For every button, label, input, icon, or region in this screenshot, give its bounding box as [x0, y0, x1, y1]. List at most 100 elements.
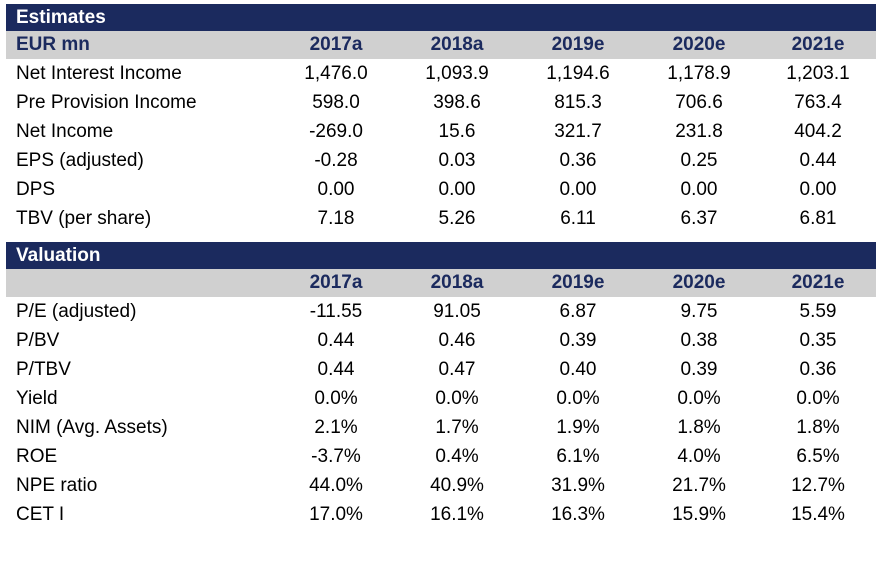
table-cell: 4.0%	[677, 445, 721, 467]
table-cell: 0.00	[680, 178, 718, 200]
section-spacer	[6, 233, 876, 242]
table-cell: 2.1%	[314, 416, 358, 438]
table-row: Yield 0.0% 0.0% 0.0% 0.0% 0.0%	[6, 384, 876, 413]
table-cell: 1,194.6	[546, 62, 610, 84]
table-cell: 0.39	[680, 358, 718, 380]
table-cell: 0.25	[680, 149, 718, 171]
estimates-body: Net Interest Income 1,476.0 1,093.9 1,194.6…	[6, 59, 876, 233]
table-cell: 0.40	[559, 358, 597, 380]
table-row: NIM (Avg. Assets) 2.1% 1.7% 1.9% 1.8% 1.8%	[6, 413, 876, 442]
estimates-year-header: 2018a	[430, 34, 484, 55]
estimates-title: Estimates	[6, 4, 876, 31]
table-cell: 0.00	[438, 178, 476, 200]
table-cell: 404.2	[794, 120, 842, 142]
table-cell: 7.18	[317, 207, 355, 229]
table-cell: -3.7%	[311, 445, 361, 467]
row-label: ROE	[16, 445, 58, 467]
table-cell: 15.4%	[791, 503, 845, 525]
row-label: DPS	[16, 178, 56, 200]
table-cell: 6.81	[799, 207, 837, 229]
row-label: NIM (Avg. Assets)	[16, 416, 168, 438]
row-label: P/TBV	[16, 358, 71, 380]
table-row: P/E (adjusted) -11.55 91.05 6.87 9.75 5.59	[6, 297, 876, 326]
table-cell: 0.39	[559, 329, 597, 351]
table-cell: 0.35	[799, 329, 837, 351]
table-cell: 0.0%	[314, 387, 358, 409]
table-cell: -269.0	[309, 120, 363, 142]
estimates-year-header: 2017a	[309, 34, 363, 55]
estimates-header-row: EUR mn 2017a 2018a 2019e 2020e 2021e	[6, 31, 876, 59]
estimates-year-header: 2020e	[672, 34, 726, 55]
table-cell: 1.8%	[677, 416, 721, 438]
table-row: ROE -3.7% 0.4% 6.1% 4.0% 6.5%	[6, 442, 876, 471]
table-row: DPS 0.00 0.00 0.00 0.00 0.00	[6, 175, 876, 204]
valuation-year-header: 2021e	[791, 272, 845, 293]
table-cell: 6.37	[680, 207, 718, 229]
estimates-unit-label: EUR mn	[16, 34, 90, 55]
table-cell: 0.36	[799, 358, 837, 380]
table-cell: 6.1%	[556, 445, 600, 467]
table-cell: 0.0%	[556, 387, 600, 409]
table-cell: 6.5%	[796, 445, 840, 467]
valuation-year-header: 2019e	[551, 272, 605, 293]
table-cell: 1,093.9	[425, 62, 489, 84]
table-cell: -11.55	[309, 300, 363, 322]
table-cell: 21.7%	[672, 474, 726, 496]
table-cell: 0.36	[559, 149, 597, 171]
table-row: CET I 17.0% 16.1% 16.3% 15.9% 15.4%	[6, 500, 876, 529]
table-cell: 31.9%	[551, 474, 605, 496]
table-cell: 0.0%	[796, 387, 840, 409]
row-label: P/BV	[16, 329, 60, 351]
row-label: EPS (adjusted)	[16, 149, 144, 171]
row-label: Net Income	[16, 120, 114, 142]
table-cell: 706.6	[675, 91, 723, 113]
table-cell: 0.00	[559, 178, 597, 200]
table-row: Net Income -269.0 15.6 321.7 231.8 404.2	[6, 117, 876, 146]
estimates-year-header: 2019e	[551, 34, 605, 55]
table-row: P/TBV 0.44 0.47 0.40 0.39 0.36	[6, 355, 876, 384]
table-cell: 0.38	[680, 329, 718, 351]
table-cell: 0.4%	[435, 445, 479, 467]
row-label: Net Interest Income	[16, 62, 182, 84]
table-cell: 0.00	[799, 178, 837, 200]
valuation-header-row: 2017a 2018a 2019e 2020e 2021e	[6, 269, 876, 297]
table-cell: 0.44	[317, 358, 355, 380]
table-row: Net Interest Income 1,476.0 1,093.9 1,194.6…	[6, 59, 876, 88]
table-row: NPE ratio 44.0% 40.9% 31.9% 21.7% 12.7%	[6, 471, 876, 500]
table-cell: 12.7%	[791, 474, 845, 496]
table-cell: 321.7	[554, 120, 602, 142]
row-label: CET I	[16, 503, 65, 525]
table-cell: 0.44	[317, 329, 355, 351]
financial-table: Estimates EUR mn 2017a 2018a 2019e 2020e…	[6, 0, 876, 529]
table-cell: 6.87	[559, 300, 597, 322]
valuation-year-header: 2020e	[672, 272, 726, 293]
row-label: Pre Provision Income	[16, 91, 197, 113]
table-cell: 0.44	[799, 149, 837, 171]
table-cell: 815.3	[554, 91, 602, 113]
table-cell: 40.9%	[430, 474, 484, 496]
table-cell: 1,476.0	[304, 62, 368, 84]
table-row: TBV (per share) 7.18 5.26 6.11 6.37 6.81	[6, 204, 876, 233]
table-cell: 15.9%	[672, 503, 726, 525]
row-label: P/E (adjusted)	[16, 300, 137, 322]
table-row: Pre Provision Income 598.0 398.6 815.3 706.6…	[6, 88, 876, 117]
table-cell: 1,178.9	[667, 62, 731, 84]
valuation-title: Valuation	[6, 242, 876, 269]
estimates-year-header: 2021e	[791, 34, 845, 55]
table-cell: 0.03	[438, 149, 476, 171]
table-cell: 1,203.1	[786, 62, 850, 84]
table-row: EPS (adjusted) -0.28 0.03 0.36 0.25 0.44	[6, 146, 876, 175]
table-cell: 231.8	[675, 120, 723, 142]
row-label: TBV (per share)	[16, 207, 152, 229]
valuation-body: P/E (adjusted) -11.55 91.05 6.87 9.75 5.59 P/B…	[6, 297, 876, 529]
table-cell: 763.4	[794, 91, 842, 113]
table-cell: 598.0	[312, 91, 360, 113]
table-cell: 16.3%	[551, 503, 605, 525]
table-cell: 6.11	[560, 207, 596, 229]
table-cell: 9.75	[680, 300, 718, 322]
row-label: Yield	[16, 387, 58, 409]
row-label: NPE ratio	[16, 474, 98, 496]
valuation-year-header: 2017a	[309, 272, 363, 293]
table-cell: -0.28	[314, 149, 358, 171]
table-cell: 5.59	[799, 300, 837, 322]
